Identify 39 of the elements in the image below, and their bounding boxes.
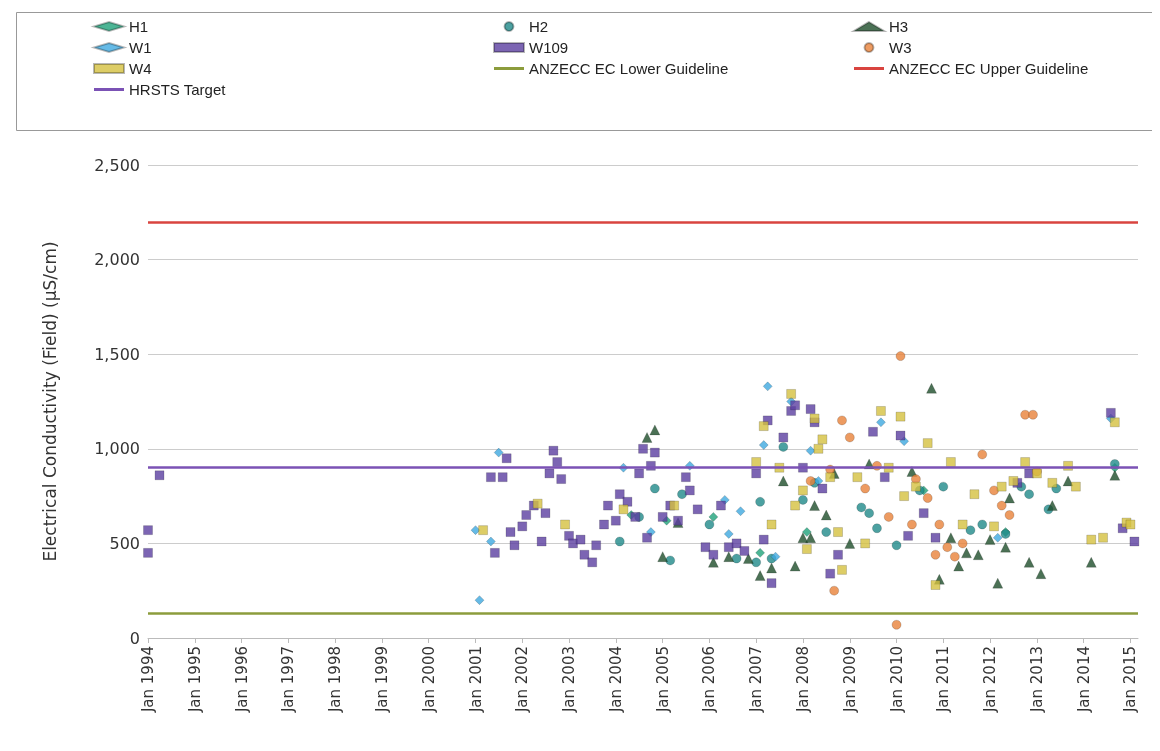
x-tick-label: Jan 2004 xyxy=(606,646,625,714)
y-axis-title: Electrical Conductivity (Field) (µS/cm) xyxy=(39,241,60,562)
legend-label: H1 xyxy=(129,18,149,35)
x-tick-label: Jan 2009 xyxy=(840,646,859,714)
y-tick-label: 2,000 xyxy=(94,250,140,270)
x-tick-label: Jan 2015 xyxy=(1121,646,1140,714)
x-tick-label: Jan 2007 xyxy=(747,646,766,714)
legend-label: W4 xyxy=(129,60,152,77)
y-tick-label: 1,000 xyxy=(94,439,140,459)
x-tick-label: Jan 2013 xyxy=(1027,646,1046,714)
x-tick-label: Jan 2011 xyxy=(934,646,953,714)
legend-label: ANZECC EC Upper Guideline xyxy=(889,60,1089,77)
x-tick-label: Jan 2003 xyxy=(560,646,579,714)
y-tick-label: 0 xyxy=(129,628,140,648)
x-tick-label: Jan 1995 xyxy=(185,646,204,714)
x-tick-label: Jan 2002 xyxy=(513,646,532,714)
x-tick-label: Jan 1998 xyxy=(326,646,345,714)
legend-label: ANZECC EC Lower Guideline xyxy=(529,60,729,77)
x-tick-label: Jan 2014 xyxy=(1074,646,1093,714)
legend-label: H3 xyxy=(889,18,909,35)
legend-label: W1 xyxy=(129,39,152,56)
x-tick-label: Jan 2005 xyxy=(653,646,672,714)
x-tick-label: Jan 2010 xyxy=(887,646,906,714)
x-tick-label: Jan 2001 xyxy=(466,646,485,714)
legend-label: W3 xyxy=(889,39,912,56)
x-tick-label: Jan 1994 xyxy=(139,646,157,714)
x-tick-label: Jan 2000 xyxy=(419,646,438,714)
x-tick-label: Jan 1997 xyxy=(279,646,298,714)
x-tick-label: Jan 1999 xyxy=(372,646,391,714)
legend-label: W109 xyxy=(529,39,569,56)
x-tick-label: Jan 1996 xyxy=(232,646,251,714)
y-tick-label: 1,500 xyxy=(94,344,140,364)
x-tick-label: Jan 2006 xyxy=(700,646,719,714)
x-tick-label: Jan 2008 xyxy=(793,646,812,714)
x-tick-label: Jan 2012 xyxy=(981,646,1000,714)
y-tick-label: 2,500 xyxy=(94,155,140,175)
legend-label: HRSTS Target xyxy=(129,81,227,98)
y-tick-label: 500 xyxy=(109,533,140,553)
legend-label: H2 xyxy=(529,18,549,35)
